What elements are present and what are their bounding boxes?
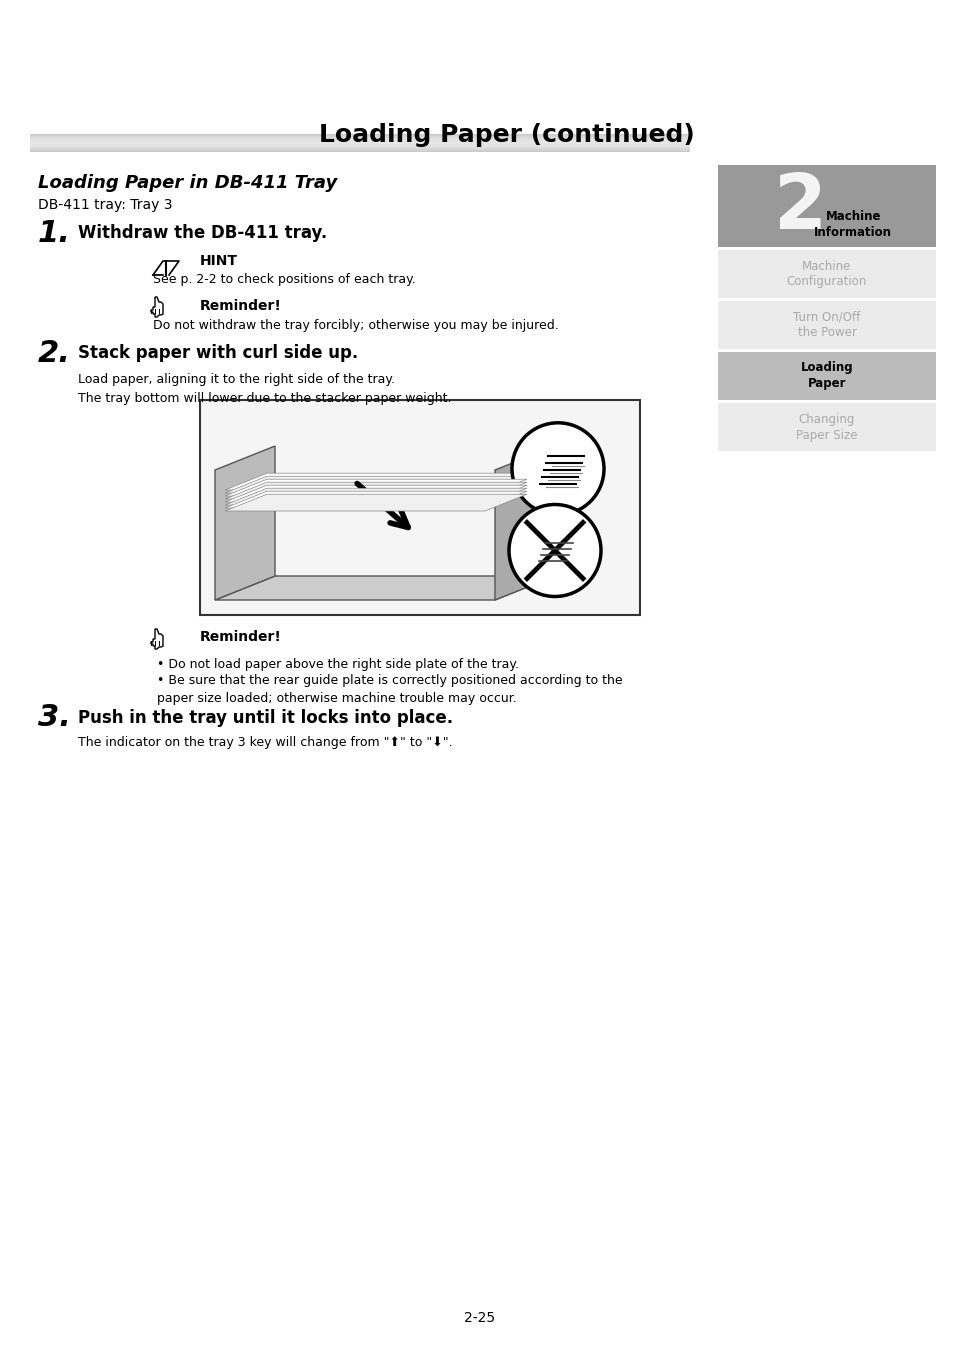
Text: Withdraw the DB-411 tray.: Withdraw the DB-411 tray. [78, 224, 327, 242]
Text: 2: 2 [774, 170, 826, 245]
Text: Machine
Information: Machine Information [813, 209, 891, 239]
Polygon shape [225, 480, 526, 496]
Text: • Do not load paper above the right side plate of the tray.: • Do not load paper above the right side… [157, 658, 518, 671]
Polygon shape [225, 488, 526, 505]
Circle shape [512, 423, 603, 515]
Text: Turn On/Off
the Power: Turn On/Off the Power [793, 311, 860, 339]
Text: DB-411 tray: Tray 3: DB-411 tray: Tray 3 [38, 199, 172, 212]
Text: See p. 2-2 to check positions of each tray.: See p. 2-2 to check positions of each tr… [152, 273, 416, 286]
Polygon shape [151, 297, 163, 317]
Polygon shape [151, 630, 163, 648]
Text: Loading
Paper: Loading Paper [800, 362, 852, 390]
Text: Loading Paper in DB-411 Tray: Loading Paper in DB-411 Tray [38, 174, 337, 192]
Text: 3.: 3. [38, 704, 71, 732]
Text: HINT: HINT [200, 254, 237, 267]
Bar [718, 403, 935, 451]
Text: 2-25: 2-25 [464, 1310, 495, 1325]
Bar [718, 301, 935, 349]
Text: Reminder!: Reminder! [200, 630, 281, 644]
Text: Changing
Paper Size: Changing Paper Size [796, 412, 857, 442]
Polygon shape [225, 485, 526, 503]
Polygon shape [225, 492, 526, 508]
Polygon shape [495, 446, 555, 600]
Polygon shape [214, 446, 274, 600]
Bar [718, 353, 935, 400]
Text: Machine
Configuration: Machine Configuration [786, 259, 866, 289]
Polygon shape [225, 473, 526, 490]
Bar [718, 165, 935, 247]
Text: The indicator on the tray 3 key will change from "⬆" to "⬇".: The indicator on the tray 3 key will cha… [78, 736, 452, 748]
Text: Loading Paper (continued): Loading Paper (continued) [319, 123, 695, 147]
Polygon shape [225, 482, 526, 499]
Text: Do not withdraw the tray forcibly; otherwise you may be injured.: Do not withdraw the tray forcibly; other… [152, 319, 558, 332]
Circle shape [509, 504, 600, 597]
Bar [718, 250, 935, 299]
Bar [200, 400, 639, 615]
Text: • Be sure that the rear guide plate is correctly positioned according to the
pap: • Be sure that the rear guide plate is c… [157, 674, 622, 705]
Text: Reminder!: Reminder! [200, 299, 281, 313]
Text: 1.: 1. [38, 219, 71, 247]
Polygon shape [225, 494, 526, 511]
Polygon shape [214, 576, 555, 600]
Polygon shape [225, 476, 526, 493]
Text: Load paper, aligning it to the right side of the tray.
The tray bottom will lowe: Load paper, aligning it to the right sid… [78, 373, 451, 405]
Text: 2.: 2. [38, 339, 71, 367]
Text: Stack paper with curl side up.: Stack paper with curl side up. [78, 345, 358, 362]
Text: Push in the tray until it locks into place.: Push in the tray until it locks into pla… [78, 709, 453, 727]
